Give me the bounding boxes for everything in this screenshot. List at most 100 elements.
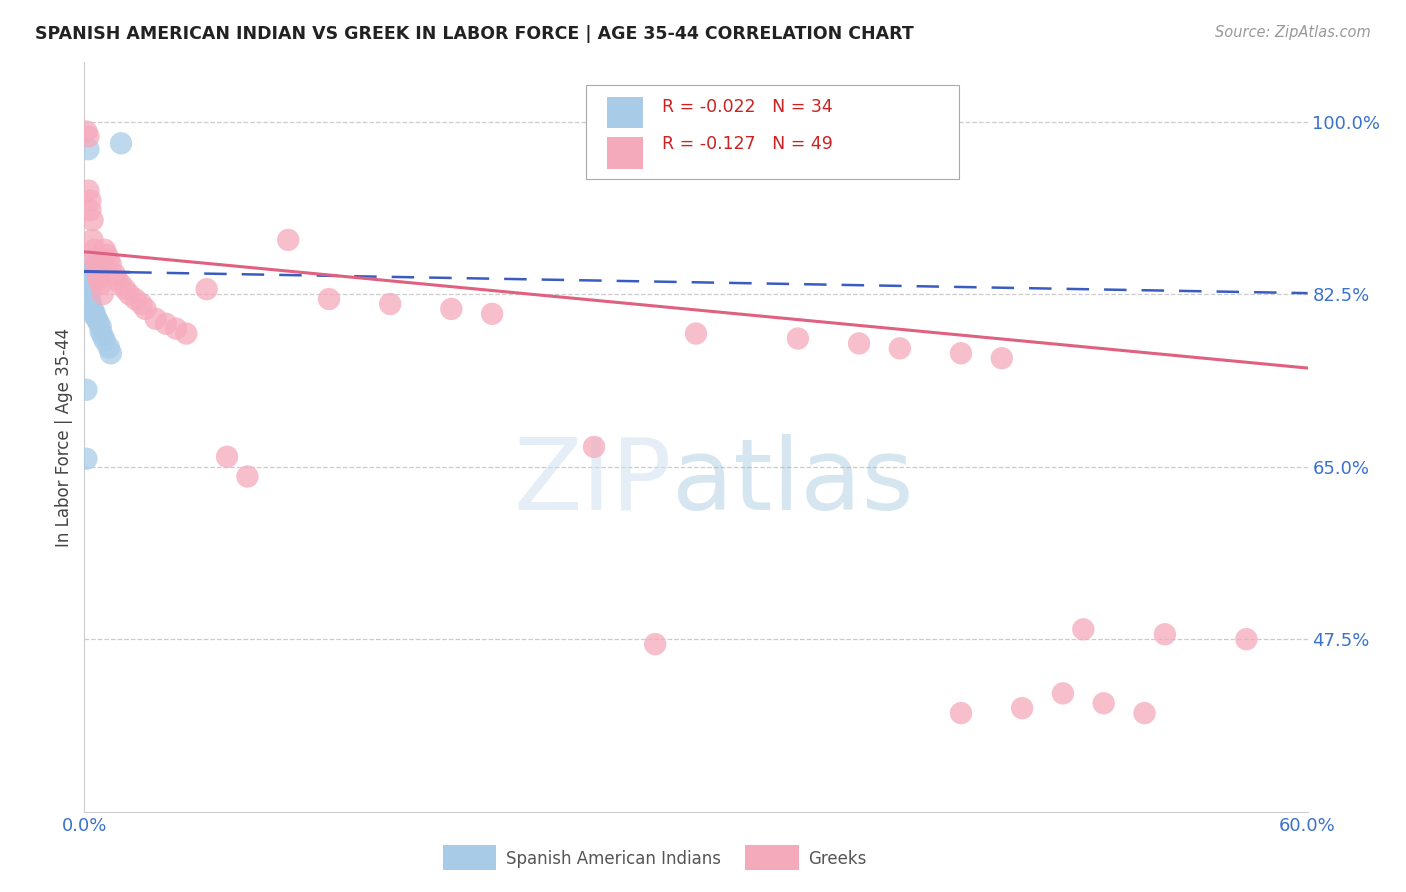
Point: [380, 297, 402, 311]
Text: SPANISH AMERICAN INDIAN VS GREEK IN LABOR FORCE | AGE 35-44 CORRELATION CHART: SPANISH AMERICAN INDIAN VS GREEK IN LABO…: [35, 25, 914, 43]
Point: [145, 311, 167, 326]
Point: [889, 342, 911, 356]
Point: [75, 272, 97, 286]
Point: [77, 142, 100, 156]
Point: [991, 351, 1014, 366]
Text: Source: ZipAtlas.com: Source: ZipAtlas.com: [1215, 25, 1371, 40]
Point: [135, 301, 157, 316]
Point: [950, 706, 973, 720]
Point: [82, 304, 104, 318]
Point: [79, 203, 101, 218]
Point: [91, 287, 114, 301]
Point: [91, 328, 114, 343]
Point: [1133, 706, 1156, 720]
Point: [155, 317, 177, 331]
Point: [97, 252, 120, 267]
Point: [77, 184, 100, 198]
Point: [174, 326, 197, 341]
Point: [1092, 696, 1115, 710]
Point: [440, 301, 463, 316]
Point: [79, 194, 101, 208]
Text: ZIP: ZIP: [513, 434, 672, 531]
Point: [1073, 623, 1095, 637]
Point: [1154, 627, 1177, 641]
Point: [96, 248, 118, 262]
Point: [75, 451, 97, 466]
Point: [77, 284, 100, 298]
Point: [83, 252, 105, 267]
Point: [75, 278, 97, 293]
Point: [77, 129, 100, 144]
Point: [165, 321, 187, 335]
Point: [75, 256, 97, 270]
Point: [86, 262, 108, 277]
Point: [97, 340, 120, 354]
Point: [75, 264, 97, 278]
Point: [644, 637, 666, 651]
Point: [79, 300, 101, 314]
Bar: [606, 96, 644, 128]
Point: [82, 301, 104, 316]
Point: [77, 288, 100, 302]
Point: [87, 316, 110, 330]
Point: [82, 233, 104, 247]
Point: [90, 325, 112, 339]
Point: [75, 277, 97, 291]
Point: [82, 213, 104, 227]
Bar: [606, 137, 644, 169]
Point: [100, 258, 122, 272]
Point: [93, 334, 115, 348]
Point: [90, 277, 112, 292]
Point: [110, 277, 132, 292]
Point: [75, 280, 97, 294]
Point: [787, 331, 810, 345]
Point: [83, 306, 105, 320]
Point: [86, 311, 108, 326]
Point: [77, 282, 100, 296]
Point: [1236, 632, 1258, 647]
Point: [217, 450, 239, 464]
Point: [318, 292, 340, 306]
Point: [86, 258, 108, 272]
Point: [75, 383, 97, 397]
Point: [105, 272, 128, 286]
Point: [1011, 701, 1033, 715]
Point: [104, 268, 127, 282]
Point: [83, 309, 105, 323]
Point: [950, 346, 973, 360]
Point: [1052, 686, 1074, 700]
Text: Spanish American Indians: Spanish American Indians: [506, 850, 721, 868]
Point: [481, 307, 503, 321]
Point: [75, 124, 97, 138]
Text: R = -0.022   N = 34: R = -0.022 N = 34: [662, 97, 832, 116]
Point: [90, 319, 112, 334]
Point: [93, 243, 115, 257]
Point: [79, 296, 101, 310]
Point: [848, 336, 870, 351]
Text: R = -0.127   N = 49: R = -0.127 N = 49: [662, 136, 832, 153]
Point: [75, 274, 97, 288]
Point: [87, 268, 110, 282]
Point: [83, 243, 105, 257]
Text: Greeks: Greeks: [808, 850, 868, 868]
Point: [583, 440, 606, 454]
Point: [131, 297, 153, 311]
Point: [124, 292, 146, 306]
Point: [236, 469, 259, 483]
FancyBboxPatch shape: [586, 85, 959, 178]
Point: [77, 290, 100, 304]
Point: [118, 287, 141, 301]
Point: [87, 272, 110, 286]
Point: [79, 293, 101, 308]
Point: [114, 282, 136, 296]
Point: [75, 268, 97, 283]
Point: [110, 136, 132, 151]
Point: [77, 292, 100, 306]
Point: [100, 346, 122, 360]
Point: [195, 282, 218, 296]
Text: atlas: atlas: [672, 434, 912, 531]
Point: [77, 286, 100, 301]
Point: [685, 326, 707, 341]
Point: [277, 233, 299, 247]
Point: [79, 298, 101, 312]
